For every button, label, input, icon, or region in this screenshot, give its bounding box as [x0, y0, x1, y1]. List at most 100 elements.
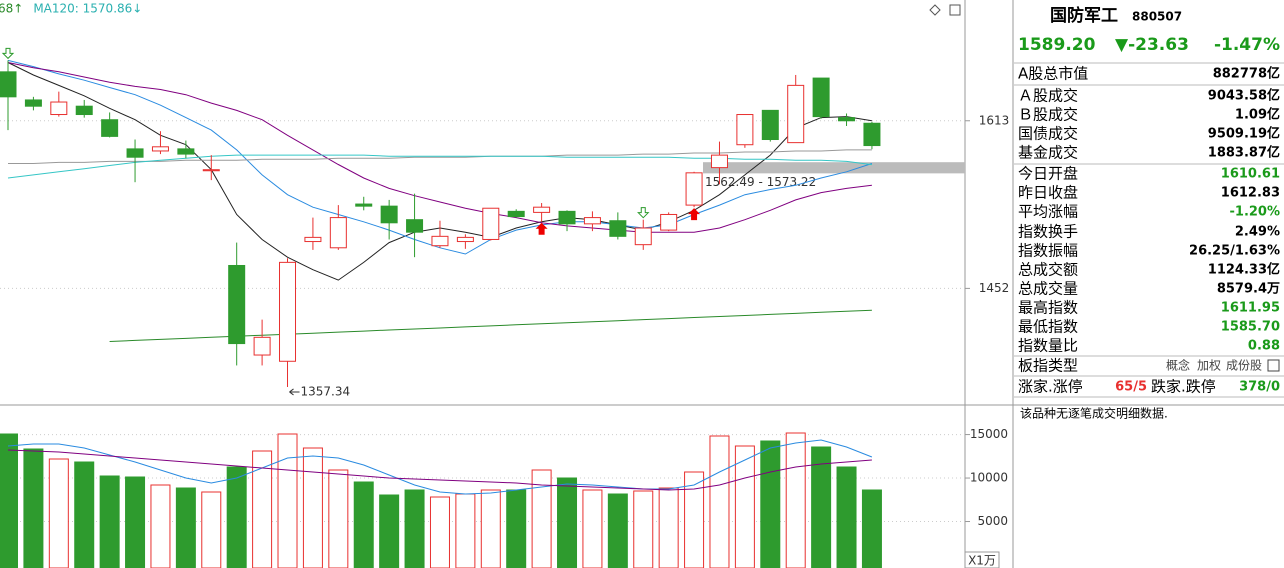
row-label: 指数量比	[1018, 337, 1078, 355]
index-code: 880507	[1132, 10, 1182, 24]
ma-line	[7, 62, 872, 233]
candle-body	[787, 84, 805, 144]
candle-body	[304, 236, 322, 243]
candle-body	[380, 205, 398, 224]
low-arrow	[289, 388, 300, 396]
volume-bar	[125, 476, 146, 568]
legend-entry: 68↑	[0, 2, 23, 16]
row-label: 总成交额	[1018, 261, 1078, 279]
board-type-option[interactable]: 成份股	[1226, 359, 1262, 373]
sell-signal	[637, 207, 650, 219]
volume-bar	[0, 433, 18, 568]
y-tick-label: 10000	[970, 471, 1008, 485]
candle-body	[838, 117, 856, 122]
row-label: 最高指数	[1018, 299, 1078, 317]
row-value: 1611.95	[1221, 301, 1280, 316]
row-value: 1124.33亿	[1208, 262, 1280, 278]
board-type-option[interactable]: 概念	[1166, 358, 1190, 373]
volume-bar	[277, 433, 298, 568]
row-label: 指数振幅	[1018, 242, 1078, 260]
row-value: 1585.70	[1221, 320, 1280, 335]
candle-body	[507, 210, 525, 218]
candle-body	[202, 169, 220, 172]
row-label: 平均涨幅	[1018, 203, 1078, 221]
row-value: 1.09亿	[1235, 107, 1280, 123]
volume-bar	[760, 440, 781, 568]
row-label: 昨日收盘	[1018, 184, 1078, 202]
row-label: A股总市值	[1018, 65, 1088, 83]
volume-bar	[455, 493, 476, 568]
candle-body	[710, 154, 728, 169]
volume-bar	[557, 477, 578, 568]
unit-label: X1万	[968, 554, 996, 568]
volume-bar	[201, 491, 222, 568]
volume-bar	[404, 489, 425, 568]
volume-bar	[99, 475, 120, 568]
volume-bar	[785, 432, 806, 568]
window-icon[interactable]	[949, 4, 961, 16]
breadth-label: 跌家.跌停	[1151, 378, 1216, 396]
notice: 该品种无逐笔成交明细数据.	[1020, 406, 1168, 421]
candle-body	[736, 114, 754, 146]
candle-body	[0, 71, 17, 98]
volume-bar	[811, 446, 832, 568]
volume-bar	[709, 435, 730, 568]
volume-bar	[429, 496, 450, 568]
volume-bar	[379, 494, 400, 568]
candle-body	[660, 213, 678, 231]
volume-bar	[302, 447, 323, 568]
row-value: 1883.87亿	[1208, 145, 1280, 161]
volume-bar	[74, 461, 95, 568]
row-label: 今日开盘	[1018, 165, 1078, 183]
candle-body	[863, 122, 881, 147]
candle-body	[253, 336, 271, 356]
volume-bar	[861, 489, 882, 568]
buy-signal	[688, 208, 701, 221]
candle-body	[431, 235, 449, 247]
breadth-value: 378/0	[1239, 380, 1280, 395]
row-value: 26.25/1.63%	[1189, 244, 1280, 259]
candle-body	[812, 77, 830, 118]
row-label: 基金成交	[1018, 144, 1078, 162]
diamond-icon[interactable]	[929, 4, 941, 16]
breadth-label: 涨家.涨停	[1018, 378, 1083, 396]
board-type-option[interactable]: 加权	[1197, 359, 1221, 373]
ma-line	[7, 59, 873, 255]
y-tick-label: 15000	[970, 427, 1008, 441]
volume-bar	[23, 448, 44, 568]
volume-bar	[836, 466, 857, 568]
candle-body	[329, 217, 347, 249]
candle-body	[558, 210, 576, 225]
candle-body	[583, 217, 601, 225]
candle-body	[482, 207, 500, 240]
row-value: 9509.19亿	[1208, 126, 1280, 142]
row-value: 8579.4万	[1217, 282, 1280, 297]
row-label: 指数换手	[1018, 223, 1078, 241]
y-tick-label: 5000	[977, 514, 1008, 528]
ma-line	[7, 439, 873, 495]
candle-body	[406, 219, 424, 233]
ma-line	[7, 449, 872, 491]
gap-band	[703, 162, 965, 174]
candle-body	[75, 105, 93, 116]
row-label: 最低指数	[1018, 318, 1078, 336]
sell-signal	[1, 47, 15, 60]
volume-bar	[607, 493, 628, 568]
legend-entry: MA120: 1570.86↓	[33, 2, 142, 16]
candle-body	[533, 206, 551, 213]
candle-body	[761, 109, 779, 141]
volume-bar	[480, 489, 501, 568]
row-value: 882778亿	[1213, 66, 1280, 82]
list-icon[interactable]	[1267, 359, 1280, 372]
volume-bar	[175, 487, 196, 568]
candle-body	[609, 220, 627, 237]
change-pct: -1.47%	[1214, 35, 1280, 55]
row-value: 0.88	[1248, 339, 1280, 354]
row-label: 总成交量	[1018, 280, 1078, 298]
candle-body	[456, 236, 474, 243]
candle-body	[685, 172, 703, 206]
candle-body	[177, 148, 195, 155]
